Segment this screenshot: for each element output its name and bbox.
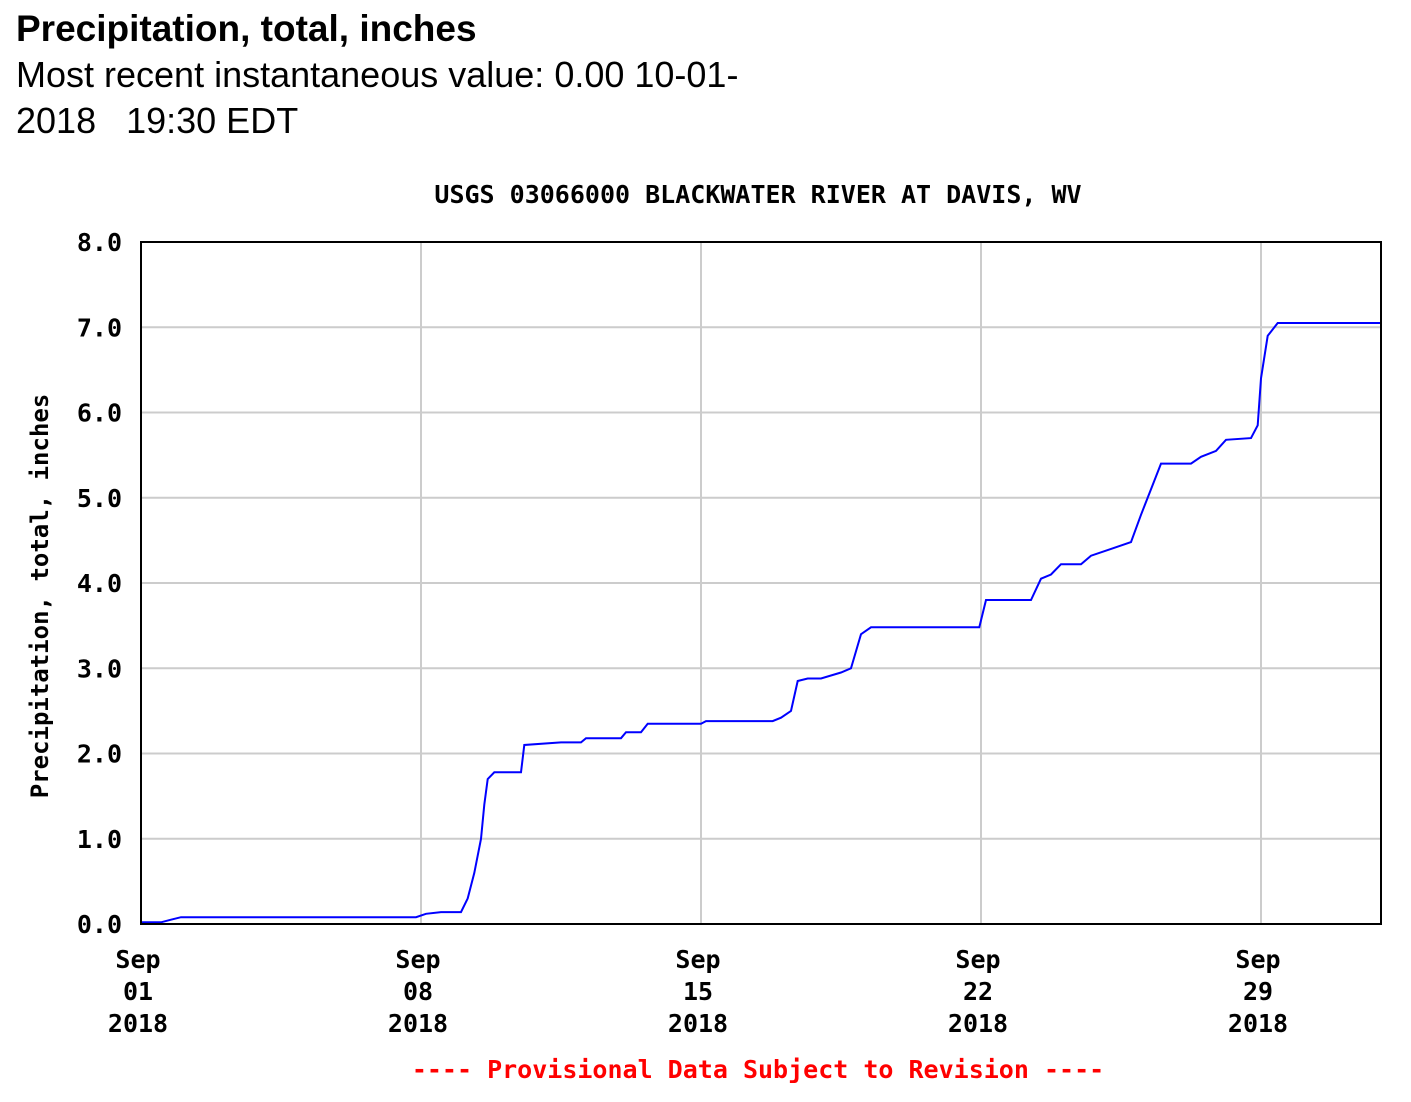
- y-tick-label: 6.0: [77, 399, 122, 428]
- recent-value-text-1: Most recent instantaneous value: 0.00 10…: [16, 54, 739, 95]
- recent-value-line: Most recent instantaneous value: 0.00 10…: [16, 52, 916, 98]
- x-tick-label: 2018: [108, 1009, 168, 1038]
- parameter-title: Precipitation, total, inches: [16, 8, 477, 49]
- provisional-note: ---- Provisional Data Subject to Revisio…: [412, 1055, 1104, 1084]
- x-tick-label: Sep: [955, 945, 1000, 974]
- x-tick-label: 2018: [668, 1009, 728, 1038]
- x-tick-label: Sep: [1235, 945, 1280, 974]
- y-tick-labels: 0.0 1.0 2.0 3.0 4.0 5.0 6.0 7.0 8.0: [77, 228, 122, 939]
- x-tick-label: 15: [683, 977, 713, 1006]
- y-tick-label: 2.0: [77, 740, 122, 769]
- x-tick-label: 29: [1243, 977, 1273, 1006]
- page-header: Precipitation, total, inches Most recent…: [16, 6, 916, 144]
- x-tick-label: 22: [963, 977, 993, 1006]
- series-group: [141, 322, 1381, 924]
- chart-title: USGS 03066000 BLACKWATER RIVER AT DAVIS,…: [434, 180, 1081, 209]
- y-tick-label: 3.0: [77, 654, 122, 683]
- recent-value-line-2: 2018 19:30 EDT: [16, 98, 916, 144]
- x-tick-label: 01: [123, 977, 153, 1006]
- plot-frame: [140, 241, 1382, 925]
- x-tick-label: 2018: [388, 1009, 448, 1038]
- grid: [141, 242, 1381, 924]
- y-tick-label: 8.0: [77, 228, 122, 257]
- y-tick-label: 0.0: [77, 910, 122, 939]
- x-tick-label: Sep: [675, 945, 720, 974]
- y-tick-label: 7.0: [77, 313, 122, 342]
- y-tick-label: 1.0: [77, 825, 122, 854]
- y-tick-label: 5.0: [77, 484, 122, 513]
- y-tick-label: 4.0: [77, 569, 122, 598]
- x-tick-label: Sep: [115, 945, 160, 974]
- x-tick-label: 2018: [948, 1009, 1008, 1038]
- x-tick-label: 2018: [1228, 1009, 1288, 1038]
- y-axis-label: Precipitation, total, inches: [26, 394, 54, 799]
- precipitation-series-line: [141, 322, 1381, 924]
- x-tick-labels: Sep 01 2018 Sep 08 2018 Sep 15 2018 Sep 22 2018 Sep 2…: [108, 945, 1288, 1038]
- recent-value-text-2: 2018 19:30 EDT: [16, 100, 299, 141]
- x-tick-label: Sep: [395, 945, 440, 974]
- x-tick-label: 08: [403, 977, 433, 1006]
